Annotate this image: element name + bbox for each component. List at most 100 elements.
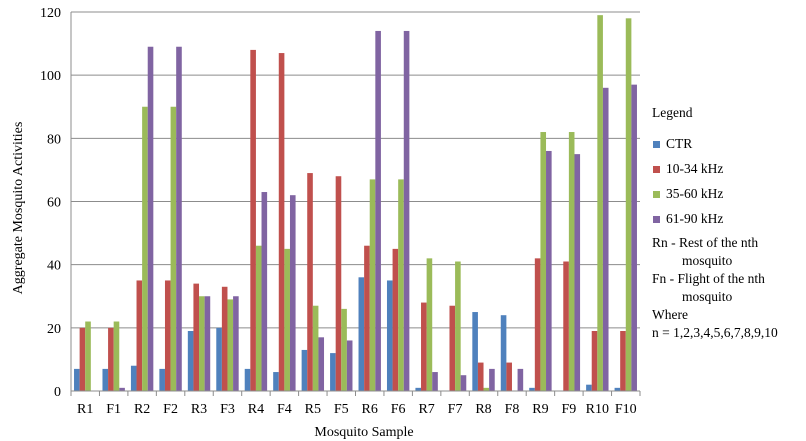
legend-item-1: 10-34 kHz xyxy=(652,157,804,182)
x-tick-label: F3 xyxy=(220,402,235,417)
bar-R7-2 xyxy=(426,258,433,391)
bar-F8-3 xyxy=(517,368,524,391)
bar-R5-3 xyxy=(318,337,325,391)
bar-R8-1 xyxy=(477,362,484,391)
legend-notes: Rn - Rest of the nth mosquito Fn - Fligh… xyxy=(652,234,804,342)
x-tick-label: R4 xyxy=(248,402,264,417)
x-tick-label: F7 xyxy=(448,402,463,417)
y-tick-label: 100 xyxy=(40,69,61,84)
bar-R3-0 xyxy=(187,330,194,391)
x-tick-label: R10 xyxy=(586,402,609,417)
x-tick-label: R3 xyxy=(191,402,207,417)
bar-R10-3 xyxy=(602,87,609,392)
bar-F7-3 xyxy=(460,375,467,391)
x-tick-label: F1 xyxy=(106,402,121,417)
y-tick-label: 20 xyxy=(47,322,61,337)
bar-R10-2 xyxy=(597,15,603,392)
x-tick-label: R5 xyxy=(305,402,321,417)
legend-swatch xyxy=(653,165,660,173)
legend-swatch xyxy=(653,140,660,148)
bar-R1-0 xyxy=(74,368,80,391)
bar-F7-2 xyxy=(455,261,461,391)
bar-F9-1 xyxy=(563,261,569,391)
bar-F4-1 xyxy=(278,53,285,391)
legend: Legend CTR 10-34 kHz 35-60 kHz 61-90 kHz Rn… xyxy=(652,106,804,342)
bar-F6-0 xyxy=(386,280,393,391)
x-tick-label: F6 xyxy=(391,402,406,417)
legend-title: Legend xyxy=(652,105,693,120)
bar-F6-2 xyxy=(398,179,404,391)
bar-F2-3 xyxy=(176,46,182,391)
bar-R9-2 xyxy=(540,132,547,391)
y-tick-label: 120 xyxy=(40,6,61,21)
bar-R10-0 xyxy=(586,384,592,391)
bar-R4-3 xyxy=(261,192,268,391)
bar-F3-3 xyxy=(233,296,239,391)
y-tick-label: 0 xyxy=(54,385,61,400)
bar-R9-3 xyxy=(546,150,552,391)
bar-R8-2 xyxy=(483,387,490,391)
bar-R9-1 xyxy=(534,258,541,391)
bar-R5-0 xyxy=(301,349,308,391)
legend-items: CTR 10-34 kHz 35-60 kHz 61-90 kHz xyxy=(652,132,804,232)
bar-R4-0 xyxy=(244,368,251,391)
bar-F5-2 xyxy=(341,308,347,391)
note-fn-cont: mosquito xyxy=(682,288,733,304)
y-axis-label: Aggregate Mosquito Activities xyxy=(11,122,26,295)
bar-F1-1 xyxy=(108,327,114,391)
x-tick-label: R9 xyxy=(532,402,548,417)
bar-F10-0 xyxy=(614,387,621,391)
bar-R1-2 xyxy=(85,321,91,391)
bar-R7-1 xyxy=(421,302,427,391)
x-tick-label: F10 xyxy=(615,402,637,417)
bar-R4-2 xyxy=(255,245,262,391)
bar-R7-3 xyxy=(432,372,438,391)
bar-R2-2 xyxy=(142,106,148,391)
legend-swatch xyxy=(653,215,660,223)
bar-R6-1 xyxy=(364,245,370,391)
bar-F5-1 xyxy=(335,176,342,391)
bar-F3-1 xyxy=(221,286,228,391)
note-n-values: n = 1,2,3,4,5,6,7,8,9,10 xyxy=(652,324,778,340)
bar-F3-0 xyxy=(216,327,222,391)
bar-R9-0 xyxy=(529,387,535,391)
bar-F6-1 xyxy=(392,248,399,391)
bar-R2-3 xyxy=(147,46,154,391)
bar-F6-3 xyxy=(403,30,410,391)
legend-label: 10-34 kHz xyxy=(666,161,724,177)
legend-label: 61-90 kHz xyxy=(666,211,724,227)
bar-R3-2 xyxy=(199,296,205,391)
axes xyxy=(70,12,641,396)
bar-R1-1 xyxy=(79,327,86,391)
x-tick-label: R1 xyxy=(77,402,93,417)
bar-F4-3 xyxy=(289,195,296,391)
legend-label: 35-60 kHz xyxy=(666,186,724,202)
bar-R2-1 xyxy=(136,280,143,391)
legend-item-2: 35-60 kHz xyxy=(652,182,804,207)
bar-F10-1 xyxy=(620,330,626,391)
bar-F3-2 xyxy=(227,299,234,391)
bar-F4-0 xyxy=(273,372,279,391)
y-tick-label: 60 xyxy=(47,196,61,211)
x-tick-labels: R1 F1 R2 F2 R3 F3 R4 F4 R5 F5 R6 F6 R7 F7 R8 F8 R9 F9 R10 F… xyxy=(77,402,637,417)
bar-R6-0 xyxy=(358,277,365,391)
bar-F2-0 xyxy=(159,368,165,391)
bar-R6-2 xyxy=(369,179,376,391)
bar-F2-1 xyxy=(164,280,171,391)
bar-F8-0 xyxy=(500,315,507,391)
x-tick-label: F2 xyxy=(163,402,178,417)
bar-R10-1 xyxy=(591,330,598,391)
gridlines xyxy=(71,11,640,392)
x-tick-label: R2 xyxy=(134,402,150,417)
bar-R8-0 xyxy=(472,312,478,391)
bar-R3-3 xyxy=(204,296,211,391)
note-where: Where xyxy=(652,306,688,322)
y-tick-label: 40 xyxy=(47,259,61,274)
bar-F10-2 xyxy=(625,18,632,392)
bar-R6-3 xyxy=(375,30,381,391)
bar-F8-1 xyxy=(506,362,512,391)
bar-F9-3 xyxy=(574,154,581,391)
bar-F7-1 xyxy=(449,305,456,391)
note-rn: Rn - Rest of the nth xyxy=(652,234,759,250)
